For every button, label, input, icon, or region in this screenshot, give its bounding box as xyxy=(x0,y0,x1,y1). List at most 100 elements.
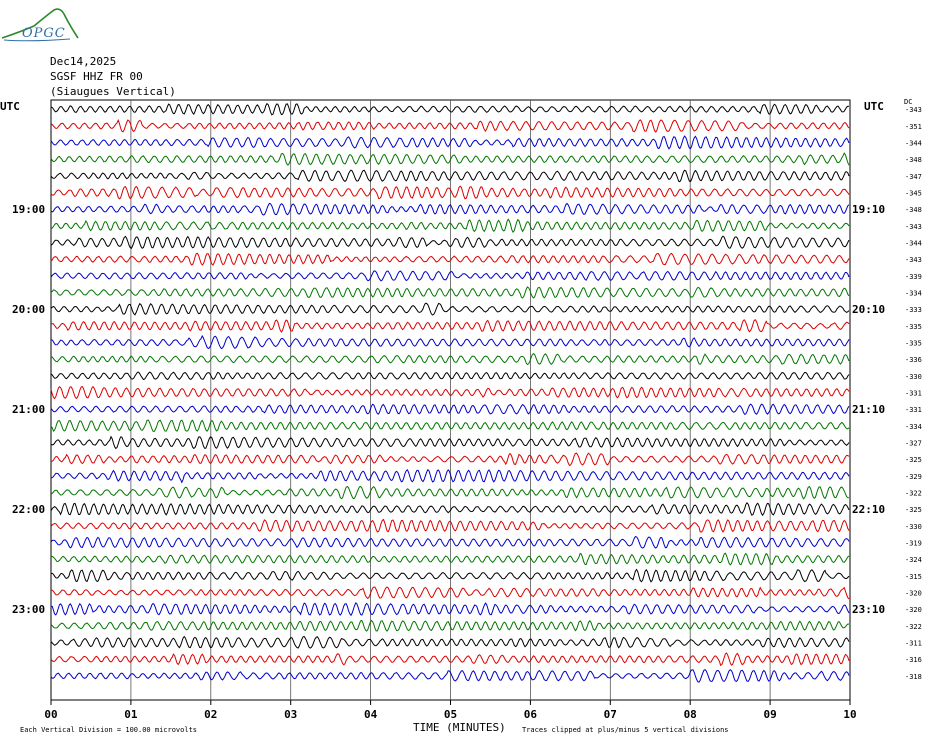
dc-offset-label: -315 xyxy=(905,573,922,581)
dc-offset-label: -327 xyxy=(905,440,922,448)
station-location: (Siaugues Vertical) xyxy=(50,85,176,98)
trace-line xyxy=(50,669,850,683)
trace-line xyxy=(50,152,850,166)
dc-label: DC xyxy=(904,98,913,106)
right-hour-label: 21:10 xyxy=(852,403,885,416)
dc-offset-label: -343 xyxy=(905,106,922,114)
trace-line xyxy=(50,185,850,200)
trace-line xyxy=(50,334,850,350)
trace-line xyxy=(50,552,850,566)
trace-line xyxy=(50,452,850,467)
left-hour-label: 19:00 xyxy=(12,203,45,216)
dc-offset-label: -345 xyxy=(905,190,922,198)
dc-offset-label: -316 xyxy=(905,656,922,664)
logo-text: OPGC xyxy=(22,26,66,41)
dc-offset-label: -331 xyxy=(905,390,922,398)
dc-offset-label: -336 xyxy=(905,356,922,364)
dc-offset-label: -331 xyxy=(905,406,922,414)
left-hour-label: 21:00 xyxy=(12,403,45,416)
right-utc-label: UTC xyxy=(864,100,884,113)
x-tick-label: 04 xyxy=(364,708,378,721)
left-hour-label: 20:00 xyxy=(12,303,45,316)
x-axis-label: TIME (MINUTES) xyxy=(413,721,506,734)
trace-line xyxy=(50,102,849,116)
trace-line xyxy=(51,218,850,233)
dc-offset-label: -339 xyxy=(905,273,922,281)
x-tick-label: 06 xyxy=(524,708,538,721)
trace-line xyxy=(50,302,850,316)
chart-date: Dec14,2025 xyxy=(50,55,117,68)
clip-note: Traces clipped at plus/minus 5 vertical … xyxy=(522,726,729,734)
trace-line xyxy=(50,202,850,216)
dc-offset-label: -334 xyxy=(905,290,922,298)
trace-line xyxy=(50,652,850,667)
dc-offset-label: -320 xyxy=(905,590,922,598)
right-hour-label: 22:10 xyxy=(852,503,885,516)
trace-line xyxy=(50,536,850,549)
dc-offset-label: -344 xyxy=(905,140,922,148)
trace-line xyxy=(50,568,850,583)
dc-offset-label: -322 xyxy=(905,490,922,498)
dc-offset-label: -343 xyxy=(905,223,922,231)
x-tick-label: 09 xyxy=(763,708,776,721)
trace-line xyxy=(50,252,850,266)
x-tick-label: 00 xyxy=(44,708,57,721)
dc-offset-label: -334 xyxy=(905,423,922,431)
trace-line xyxy=(50,135,850,150)
left-utc-label: UTC xyxy=(0,100,20,113)
trace-line xyxy=(50,435,850,450)
trace-line xyxy=(50,419,850,433)
trace-line xyxy=(50,619,850,632)
x-tick-label: 07 xyxy=(604,708,617,721)
x-tick-label: 03 xyxy=(284,708,297,721)
dc-offset-label: -335 xyxy=(905,323,922,331)
dc-offset-label: -330 xyxy=(905,373,922,381)
dc-offset-label: -333 xyxy=(905,306,922,314)
right-hour-label: 23:10 xyxy=(852,603,885,616)
x-tick-label: 02 xyxy=(204,708,217,721)
x-tick-label: 10 xyxy=(843,708,856,721)
trace-line xyxy=(50,235,850,250)
scale-note: Each Vertical Division = 100.00 microvol… xyxy=(20,726,198,734)
trace-line xyxy=(50,169,850,183)
dc-offset-label: -344 xyxy=(905,240,922,248)
trace-line xyxy=(50,586,850,600)
dc-offset-label: -322 xyxy=(905,623,922,631)
right-hour-label: 19:10 xyxy=(852,203,885,216)
left-hour-label: 23:00 xyxy=(12,603,45,616)
station-code: SGSF HHZ FR 00 xyxy=(50,70,143,83)
trace-line xyxy=(50,468,850,484)
dc-offset-label: -325 xyxy=(905,456,922,464)
trace-line xyxy=(50,518,850,533)
dc-offset-label: -324 xyxy=(905,556,922,564)
dc-offset-label: -330 xyxy=(905,523,922,531)
dc-offset-label: -318 xyxy=(905,673,922,681)
trace-line xyxy=(50,501,850,517)
trace-line xyxy=(50,602,850,617)
trace-line xyxy=(50,385,850,400)
dc-offset-label: -351 xyxy=(905,123,922,131)
dc-offset-label: -347 xyxy=(905,173,922,181)
x-tick-label: 01 xyxy=(124,708,138,721)
x-tick-label: 08 xyxy=(684,708,697,721)
logo-volcano-icon xyxy=(1,8,79,42)
trace-line xyxy=(50,319,850,333)
dc-offset-label: -319 xyxy=(905,540,922,548)
trace-line xyxy=(50,353,850,366)
trace-line xyxy=(50,118,850,133)
left-hour-label: 22:00 xyxy=(12,503,45,516)
trace-line xyxy=(50,270,850,282)
x-tick-label: 05 xyxy=(444,708,457,721)
dc-offset-label: -343 xyxy=(905,256,922,264)
dc-offset-label: -320 xyxy=(905,606,922,614)
trace-line xyxy=(50,635,850,649)
trace-line xyxy=(50,371,850,381)
trace-line xyxy=(50,286,850,299)
dc-offset-label: -335 xyxy=(905,340,922,348)
right-hour-label: 20:10 xyxy=(852,303,885,316)
dc-offset-label: -348 xyxy=(905,156,922,164)
dc-offset-label: -311 xyxy=(905,640,922,648)
dc-offset-label: -348 xyxy=(905,206,922,214)
dc-offset-label: -325 xyxy=(905,506,922,514)
